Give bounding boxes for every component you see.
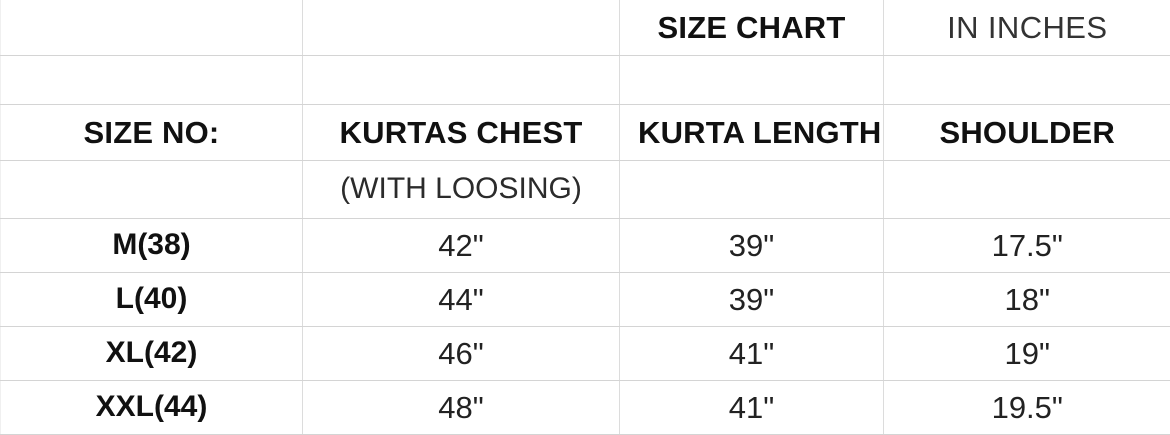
subheader-cell-with-loosing: (WITH LOOSING) (303, 160, 620, 218)
cell-size-text: M(38) (19, 230, 284, 260)
title-cell-in-inches: IN INCHES (884, 0, 1170, 55)
cell-shoulder: 19" (884, 326, 1170, 380)
cell-length: 41" (620, 380, 884, 434)
title-cell-blank-2 (303, 0, 620, 55)
subheader-cell-3 (620, 160, 884, 218)
column-header-kurtas-chest-text: KURTAS CHEST (321, 117, 601, 148)
subheader-cell-4 (884, 160, 1170, 218)
table-row: M(38) 42" 39" 17.5" (1, 218, 1170, 272)
size-chart-title-text: SIZE CHART (638, 12, 865, 43)
cell-size: XXL(44) (1, 380, 303, 434)
cell-chest-text: 46" (321, 338, 601, 369)
title-cell-blank-1 (1, 0, 303, 55)
cell-length: 39" (620, 272, 884, 326)
cell-chest: 48" (303, 380, 620, 434)
cell-chest: 46" (303, 326, 620, 380)
cell-size-text: XL(42) (19, 338, 284, 368)
cell-shoulder: 19.5" (884, 380, 1170, 434)
cell-length-text: 39" (638, 230, 865, 261)
column-header-shoulder-text: SHOULDER (902, 117, 1153, 148)
column-header-kurta-length: KURTA LENGTH (620, 104, 884, 160)
spacer-cell-1 (1, 55, 303, 104)
cell-chest: 42" (303, 218, 620, 272)
cell-shoulder-text: 19" (902, 338, 1153, 369)
cell-chest-text: 42" (321, 230, 601, 261)
cell-size: L(40) (1, 272, 303, 326)
title-cell-size-chart: SIZE CHART (620, 0, 884, 55)
title-row: SIZE CHART IN INCHES (1, 0, 1170, 55)
cell-length-text: 39" (638, 284, 865, 315)
cell-shoulder: 17.5" (884, 218, 1170, 272)
table-row: XL(42) 46" 41" 19" (1, 326, 1170, 380)
cell-chest: 44" (303, 272, 620, 326)
cell-size: M(38) (1, 218, 303, 272)
spacer-row (1, 55, 1170, 104)
spacer-cell-3 (620, 55, 884, 104)
column-header-kurtas-chest: KURTAS CHEST (303, 104, 620, 160)
size-chart-sheet: SIZE CHART IN INCHES (0, 0, 1170, 418)
spacer-cell-2 (303, 55, 620, 104)
table-row: L(40) 44" 39" 18" (1, 272, 1170, 326)
column-header-shoulder: SHOULDER (884, 104, 1170, 160)
subheader-cell-1 (1, 160, 303, 218)
column-header-size-no-text: SIZE NO: (19, 117, 284, 148)
cell-chest-text: 44" (321, 284, 601, 315)
with-loosing-note-text: (WITH LOOSING) (321, 174, 601, 204)
subheader-row: (WITH LOOSING) (1, 160, 1170, 218)
cell-shoulder: 18" (884, 272, 1170, 326)
column-header-size-no: SIZE NO: (1, 104, 303, 160)
cell-length-text: 41" (638, 338, 865, 369)
cell-shoulder-text: 18" (902, 284, 1153, 315)
cell-length: 41" (620, 326, 884, 380)
unit-label-text: IN INCHES (902, 12, 1153, 43)
cell-size-text: L(40) (19, 284, 284, 314)
table-row: XXL(44) 48" 41" 19.5" (1, 380, 1170, 434)
column-header-kurta-length-text: KURTA LENGTH (638, 117, 865, 148)
spacer-cell-4 (884, 55, 1170, 104)
cell-size: XL(42) (1, 326, 303, 380)
column-header-row: SIZE NO: KURTAS CHEST KURTA LENGTH SHOUL… (1, 104, 1170, 160)
cell-length: 39" (620, 218, 884, 272)
cell-shoulder-text: 17.5" (902, 230, 1153, 261)
